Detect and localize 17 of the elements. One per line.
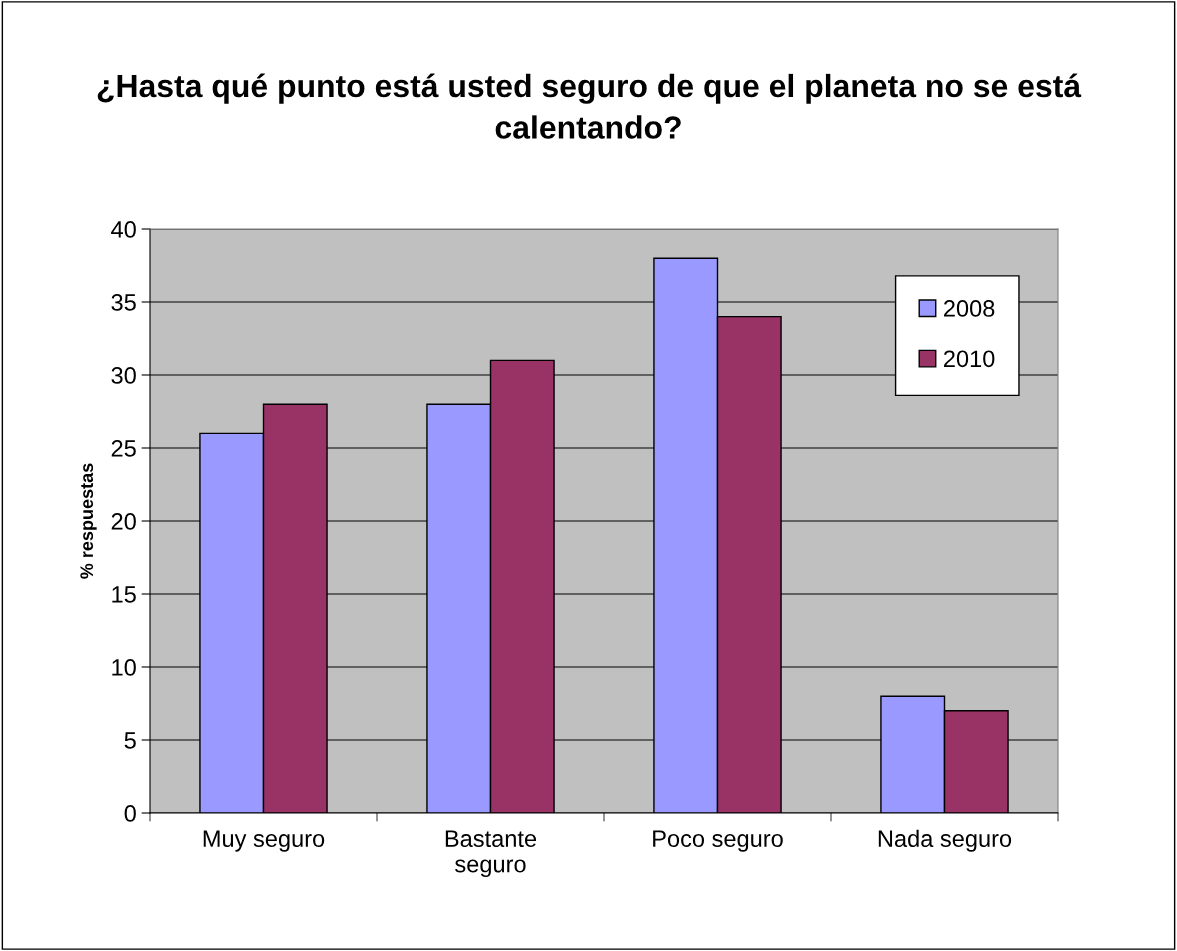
y-tick-label: 40: [111, 221, 136, 238]
legend-label: 2008: [944, 300, 995, 317]
x-tick-label: Bastante seguro: [445, 830, 537, 878]
legend-label: 2010: [944, 350, 995, 368]
y-tick-label: 35: [111, 294, 136, 311]
x-tick-label: Poco seguro: [653, 830, 783, 852]
y-tick-label: 20: [111, 513, 136, 530]
y-tick-label: 10: [112, 659, 136, 676]
y-tick-label: 5: [124, 732, 136, 749]
y-tick-label: 25: [111, 440, 136, 457]
y-tick-label: 30: [111, 367, 136, 384]
x-tick-label: Nada seguro: [878, 829, 1012, 852]
y-tick-label: 15: [112, 586, 136, 603]
y-axis-title: % respuestas: [80, 463, 97, 579]
x-tick-label: Muy seguro: [203, 830, 325, 852]
y-tick-label: 0: [124, 805, 136, 822]
chart-title: ¿Hasta qué punto está usted seguro de que el planeta no se está calentando?: [97, 73, 1082, 139]
